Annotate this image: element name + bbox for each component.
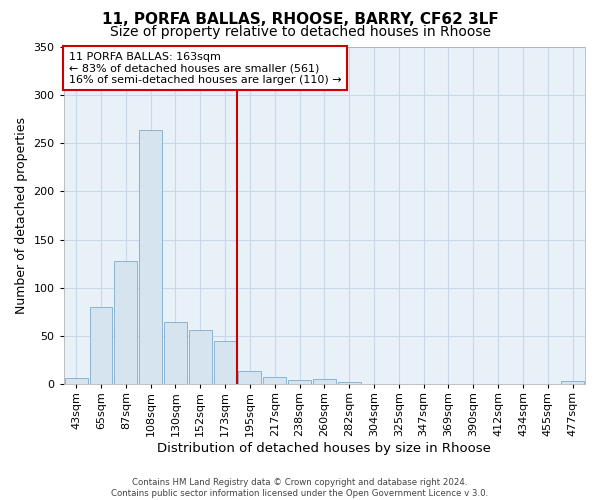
Bar: [313, 378, 336, 384]
Bar: [288, 380, 311, 384]
Bar: [164, 322, 187, 384]
Bar: [65, 378, 88, 384]
Bar: [189, 330, 212, 384]
Text: Contains HM Land Registry data © Crown copyright and database right 2024.
Contai: Contains HM Land Registry data © Crown c…: [112, 478, 488, 498]
Bar: [561, 382, 584, 384]
Bar: [238, 371, 262, 384]
Text: 11 PORFA BALLAS: 163sqm
← 83% of detached houses are smaller (561)
16% of semi-d: 11 PORFA BALLAS: 163sqm ← 83% of detache…: [69, 52, 341, 85]
Bar: [214, 341, 236, 384]
Bar: [263, 376, 286, 384]
Text: 11, PORFA BALLAS, RHOOSE, BARRY, CF62 3LF: 11, PORFA BALLAS, RHOOSE, BARRY, CF62 3L…: [101, 12, 499, 26]
Bar: [89, 307, 112, 384]
Bar: [338, 382, 361, 384]
Bar: [115, 261, 137, 384]
X-axis label: Distribution of detached houses by size in Rhoose: Distribution of detached houses by size …: [157, 442, 491, 455]
Y-axis label: Number of detached properties: Number of detached properties: [15, 117, 28, 314]
Bar: [139, 130, 162, 384]
Text: Size of property relative to detached houses in Rhoose: Size of property relative to detached ho…: [110, 25, 491, 39]
